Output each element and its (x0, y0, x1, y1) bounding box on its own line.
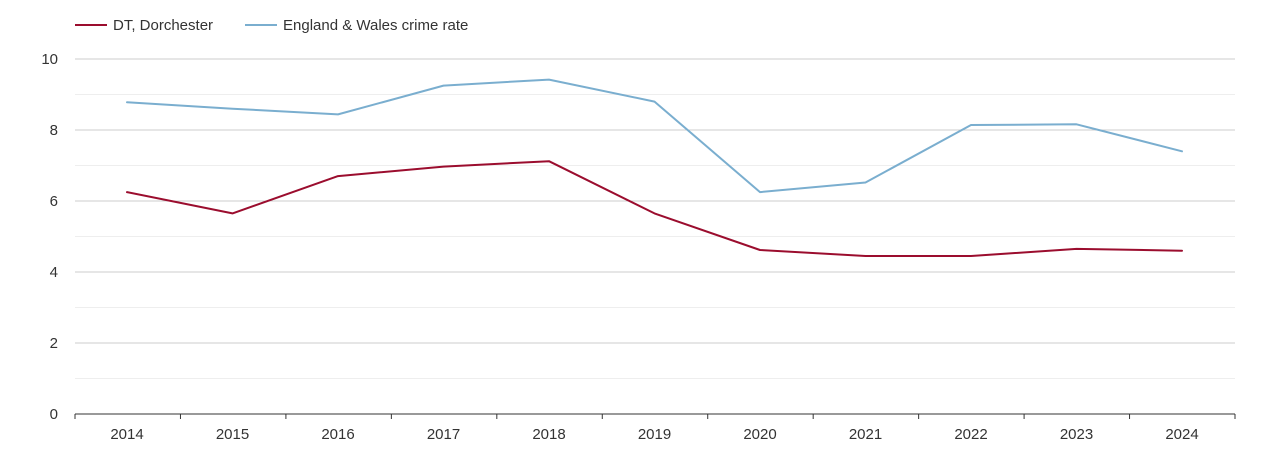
y-tick-label: 0 (50, 406, 58, 423)
data-point[interactable] (965, 250, 977, 262)
data-point[interactable] (649, 207, 661, 219)
x-tick-label: 2021 (849, 426, 882, 443)
data-point[interactable] (1176, 145, 1188, 157)
data-point[interactable] (1071, 118, 1083, 130)
data-point[interactable] (332, 170, 344, 182)
data-point[interactable] (649, 96, 661, 108)
y-tick-label: 2 (50, 335, 58, 352)
x-tick-label: 2014 (110, 426, 143, 443)
data-point[interactable] (438, 80, 450, 92)
legend-item-dorchester[interactable]: DT, Dorchester (75, 17, 213, 34)
y-tick-label: 6 (50, 193, 58, 210)
data-point[interactable] (438, 161, 450, 173)
data-point[interactable] (227, 207, 239, 219)
chart-legend: DT, Dorchester England & Wales crime rat… (75, 17, 468, 34)
series-line-england-wales[interactable] (126, 78, 1183, 194)
data-point[interactable] (965, 119, 977, 131)
data-point[interactable] (1071, 243, 1083, 255)
data-point[interactable] (121, 96, 133, 108)
data-point[interactable] (754, 244, 766, 256)
x-axis: 2014 2015 2016 2017 2018 2019 2020 2021 2022 2023… (74, 413, 1236, 443)
data-point[interactable] (543, 74, 555, 86)
legend-item-england-wales[interactable]: England & Wales crime rate (245, 17, 468, 34)
legend-label-england-wales: England & Wales crime rate (283, 17, 468, 34)
data-point[interactable] (227, 103, 239, 115)
y-tick-label: 10 (41, 51, 58, 68)
x-tick-label: 2024 (1165, 426, 1198, 443)
x-tick-label: 2015 (216, 426, 249, 443)
data-point[interactable] (1176, 245, 1188, 257)
x-tick-label: 2022 (954, 426, 987, 443)
x-tick-label: 2020 (743, 426, 776, 443)
chart-grid (75, 58, 1235, 379)
data-point[interactable] (543, 155, 555, 167)
chart-series (121, 74, 1188, 262)
y-tick-label: 4 (50, 264, 58, 281)
data-point[interactable] (860, 177, 872, 189)
y-tick-label: 8 (50, 122, 58, 139)
legend-label-dorchester: DT, Dorchester (113, 17, 213, 34)
series-line-dorchester[interactable] (126, 160, 1183, 257)
data-point[interactable] (121, 186, 133, 198)
data-point[interactable] (332, 108, 344, 120)
x-tick-label: 2019 (638, 426, 671, 443)
y-axis: 0 2 4 6 8 10 (41, 51, 58, 423)
x-tick-label: 2016 (321, 426, 354, 443)
x-tick-label: 2017 (427, 426, 460, 443)
x-tick-label: 2023 (1060, 426, 1093, 443)
x-tick-label: 2018 (532, 426, 565, 443)
data-point[interactable] (754, 186, 766, 198)
data-point[interactable] (860, 250, 872, 262)
